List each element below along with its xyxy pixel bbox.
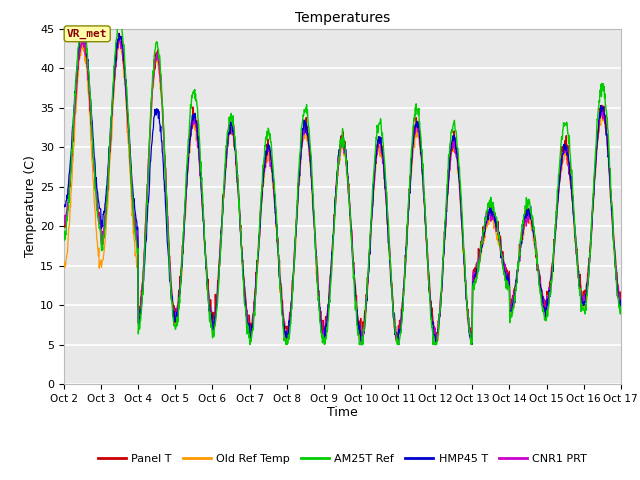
- Title: Temperatures: Temperatures: [295, 11, 390, 25]
- Y-axis label: Temperature (C): Temperature (C): [24, 156, 37, 257]
- Text: VR_met: VR_met: [67, 29, 108, 39]
- X-axis label: Time: Time: [327, 407, 358, 420]
- Legend: Panel T, Old Ref Temp, AM25T Ref, HMP45 T, CNR1 PRT: Panel T, Old Ref Temp, AM25T Ref, HMP45 …: [93, 450, 591, 469]
